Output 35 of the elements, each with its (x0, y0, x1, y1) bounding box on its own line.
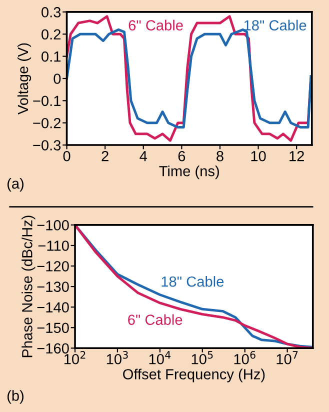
y-tick-label: −130 (37, 282, 69, 292)
x-tick-label: 10$^{7}$ (276, 351, 298, 364)
series-label: 18" Cable (244, 20, 306, 30)
y-tick-label: −150 (37, 322, 69, 334)
y-tick-label: −0.2 (33, 118, 60, 128)
series-label: 6" Cable (128, 20, 183, 30)
text: (a) (7, 178, 24, 192)
x-tick-label: 10$^{3}$ (106, 350, 128, 364)
y-axis-title: Phase Noise (dBc/Hz) (22, 216, 36, 358)
x-tick-label: 4 (140, 151, 148, 162)
y-tick-label: −0.1 (33, 96, 61, 106)
x-axis-title: Offset Frequency (Hz) (123, 368, 265, 382)
x-tick-label: 2 (102, 150, 108, 162)
y-tick-label: 0.3 (42, 7, 61, 18)
y-tick-label: 0.2 (42, 29, 60, 40)
y-tick-label: −120 (37, 261, 69, 272)
x-tick-label: 10$^{6}$ (234, 350, 256, 364)
y-tick-label: −0.3 (33, 140, 61, 150)
text: (b) (7, 390, 24, 404)
series-label: 6" Cable (128, 314, 182, 325)
x-tick-label: 10$^{5}$ (192, 351, 213, 364)
y-tick-label: −160 (37, 343, 69, 354)
y-tick-label: 0.1 (42, 51, 61, 62)
y-tick-label: −100 (37, 220, 69, 230)
y-tick-label: −110 (38, 240, 69, 251)
x-tick-label: 10 (251, 150, 266, 162)
x-tick-label: 10$^{4}$ (149, 351, 171, 364)
x-tick-label: 8 (216, 150, 224, 162)
x-tick-label: 12 (290, 150, 304, 162)
x-axis-title: Time (ns) (159, 166, 219, 180)
series-label: 18" Cable (162, 276, 224, 287)
x-tick-label: 6 (178, 150, 186, 162)
y-axis-title: Voltage (V) (17, 43, 32, 114)
y-tick-label: 0 (54, 74, 61, 84)
y-tick-label: −140 (37, 302, 69, 313)
